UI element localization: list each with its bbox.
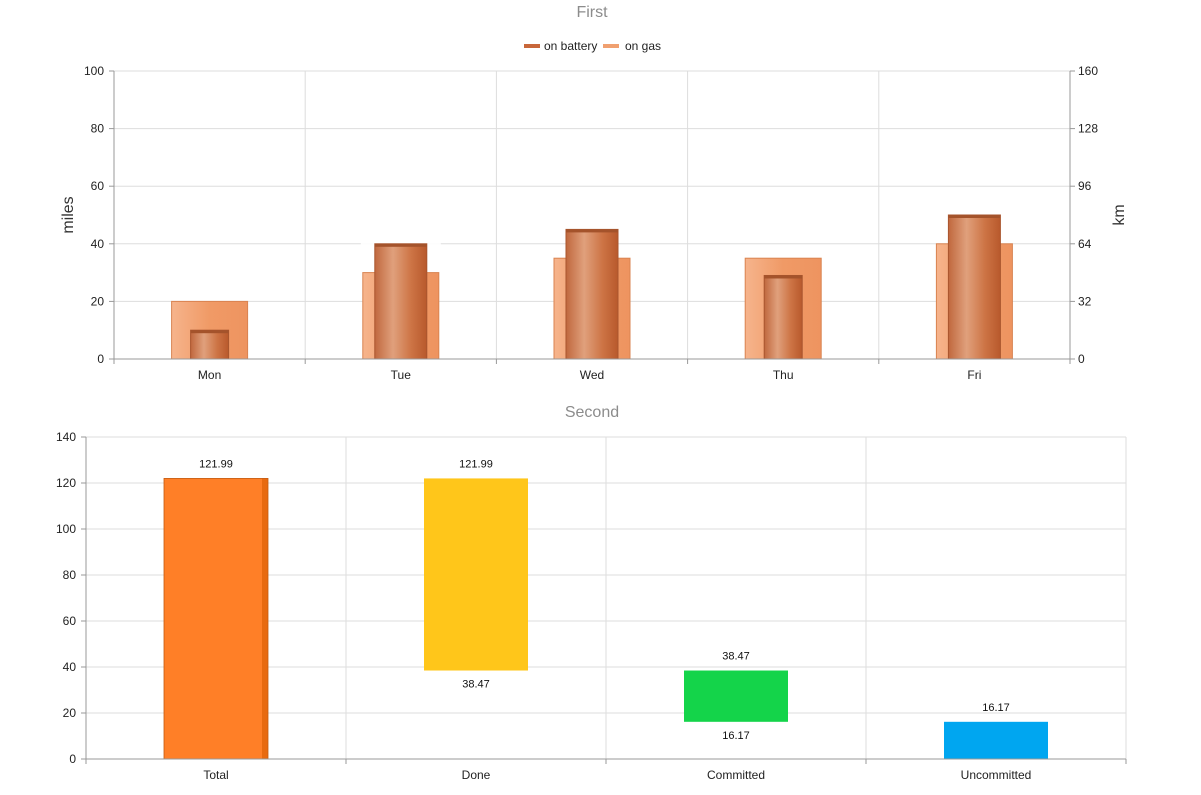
y-tick-label: 0 — [97, 352, 104, 366]
range-bar[interactable] — [424, 478, 528, 671]
y-tick-label: 80 — [63, 568, 77, 582]
y-tick-label: 120 — [56, 476, 76, 490]
y-tick-label: 0 — [69, 752, 76, 766]
y-tick-label: 20 — [63, 706, 77, 720]
data-label-high: 121.99 — [199, 458, 233, 470]
x-category-label: Total — [203, 768, 228, 782]
bar-on-battery[interactable] — [374, 243, 428, 360]
y-tick-label: 60 — [91, 179, 105, 193]
bar-on-battery[interactable] — [565, 228, 619, 360]
x-category-label: Mon — [198, 368, 221, 382]
bar-on-battery[interactable] — [763, 274, 803, 360]
x-category-label: Committed — [707, 768, 765, 782]
y2-axis-title-km: km — [1111, 204, 1128, 225]
y2-tick-label: 96 — [1078, 179, 1092, 193]
legend-label-on-battery[interactable]: on battery — [544, 39, 597, 53]
y-tick-label: 100 — [56, 522, 76, 536]
y-tick-label: 20 — [91, 294, 105, 308]
second-chart: Second 121.99 121.9938.4738.4716.1716.17 … — [56, 404, 1127, 782]
data-label-low: 38.47 — [462, 679, 490, 691]
second-chart-title: Second — [565, 404, 619, 421]
data-label-low: 16.17 — [722, 730, 750, 742]
y-tick-label: 40 — [91, 237, 105, 251]
data-label-high: 38.47 — [722, 651, 750, 663]
bar-on-battery[interactable] — [947, 214, 1001, 360]
first-chart-legend: on battery on gas — [524, 39, 661, 53]
bar-on-battery-cap — [948, 215, 1001, 218]
y-tick-label: 100 — [84, 64, 104, 78]
y2-tick-label: 0 — [1078, 352, 1085, 366]
y2-tick-label: 32 — [1078, 294, 1092, 308]
x-category-label: Done — [462, 768, 491, 782]
y-tick-label: 80 — [91, 122, 105, 136]
y2-tick-label: 128 — [1078, 122, 1098, 136]
y-tick-label: 140 — [56, 430, 76, 444]
data-label-high: 121.99 — [459, 458, 493, 470]
y-tick-label: 60 — [63, 614, 77, 628]
first-chart: First on battery on gas 0 20 40 60 80 100 0 32 6… — [60, 4, 1128, 382]
y2-tick-label: 160 — [1078, 64, 1098, 78]
y-tick-label: 40 — [63, 660, 77, 674]
legend-label-on-gas[interactable]: on gas — [625, 39, 661, 53]
y2-tick-label: 64 — [1078, 237, 1092, 251]
bar-on-battery-cap — [374, 243, 427, 247]
range-bar[interactable] — [684, 670, 788, 722]
x-category-label: Tue — [391, 368, 412, 382]
x-category-label: Wed — [580, 368, 604, 382]
data-label-high: 16.17 — [982, 702, 1010, 714]
bar-on-battery-cap — [566, 229, 618, 233]
bar-on-battery-cap — [190, 330, 229, 334]
range-bar-shade — [262, 478, 268, 759]
y-axis-title-miles: miles — [60, 196, 77, 233]
bar-on-battery[interactable] — [190, 329, 230, 360]
x-category-label: Uncommitted — [961, 768, 1032, 782]
range-bar[interactable] — [944, 721, 1048, 759]
range-bar[interactable] — [164, 478, 268, 759]
x-category-label: Thu — [773, 368, 794, 382]
bar-on-battery-cap — [764, 275, 803, 279]
x-category-label: Fri — [967, 368, 981, 382]
first-chart-title: First — [576, 4, 608, 21]
